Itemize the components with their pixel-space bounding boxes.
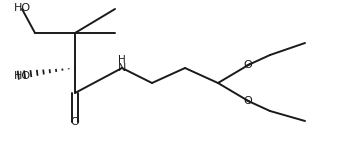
Text: N: N	[118, 63, 126, 73]
Text: O: O	[244, 60, 252, 70]
Text: HO: HO	[14, 71, 31, 81]
Text: HO: HO	[14, 3, 31, 13]
Text: O: O	[71, 117, 79, 127]
Text: O: O	[244, 96, 252, 106]
Text: H: H	[118, 55, 126, 65]
